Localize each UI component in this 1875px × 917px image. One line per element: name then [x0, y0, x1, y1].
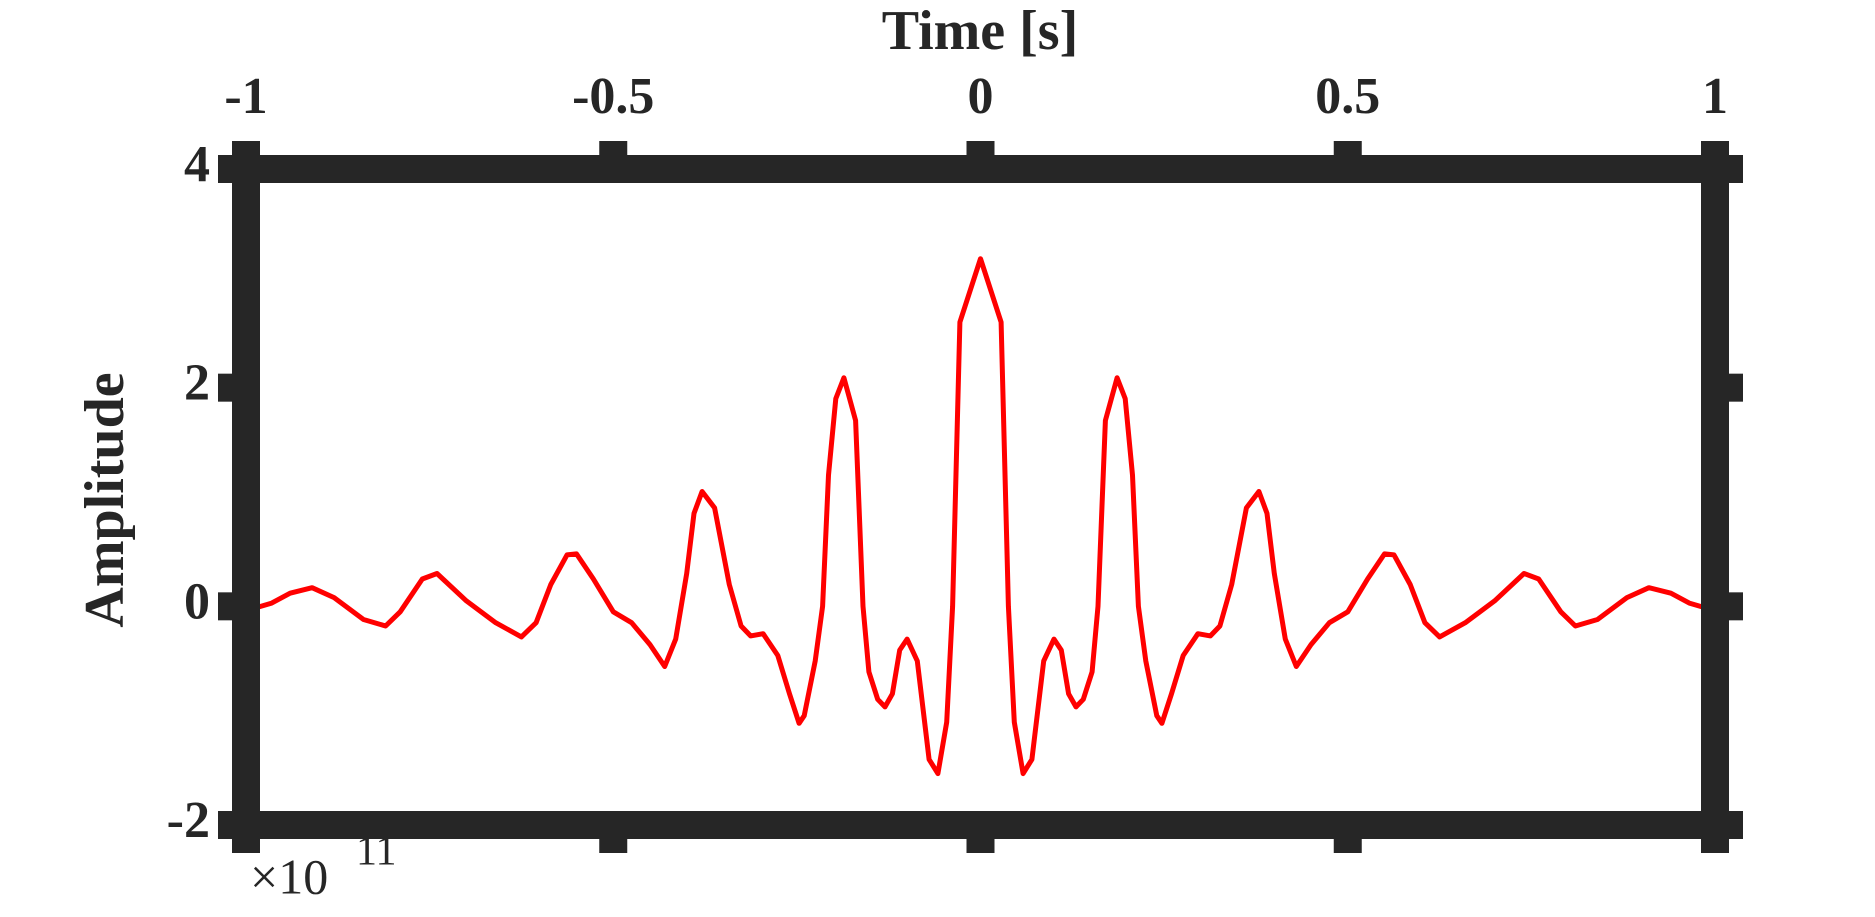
line-series — [245, 256, 1716, 777]
x-tick-label: -1 — [224, 68, 267, 125]
x-tick-label: -0.5 — [572, 68, 654, 125]
x-tick-label: 0.5 — [1315, 68, 1380, 125]
y-multiplier: ×10 11 — [250, 829, 396, 905]
multiplier-base: ×10 — [250, 848, 328, 904]
x-tick-mark — [1701, 833, 1729, 853]
x-tick-label: 1 — [1702, 68, 1728, 125]
x-tick-mark — [1333, 141, 1362, 161]
x-axis-label: Time [s] — [882, 0, 1079, 62]
x-tick-mark — [599, 833, 628, 853]
y-tick-mark — [1723, 811, 1743, 839]
y-tick-mark — [1723, 592, 1743, 621]
plot-frame — [232, 155, 1729, 839]
y-tick-mark — [218, 155, 238, 183]
y-tick-mark — [1723, 373, 1743, 402]
y-tick-label: 2 — [184, 355, 210, 412]
x-tick-mark — [599, 141, 628, 161]
y-tick-label: 0 — [184, 573, 210, 630]
y-tick-mark — [218, 811, 238, 839]
x-tick-mark — [232, 141, 260, 161]
x-tick-mark — [232, 833, 260, 853]
x-tick-mark — [1701, 141, 1729, 161]
x-tick-mark — [966, 141, 995, 161]
x-tick-label: 0 — [968, 68, 994, 125]
y-axis-label: Amplitude — [74, 372, 136, 627]
x-tick-mark — [1333, 833, 1362, 853]
y-tick-mark — [218, 373, 238, 402]
y-tick-mark — [1723, 155, 1743, 183]
x-tick-mark — [966, 833, 995, 853]
y-tick-mark — [218, 592, 238, 621]
y-tick-label: -2 — [167, 792, 210, 849]
y-tick-label: 4 — [184, 136, 210, 193]
